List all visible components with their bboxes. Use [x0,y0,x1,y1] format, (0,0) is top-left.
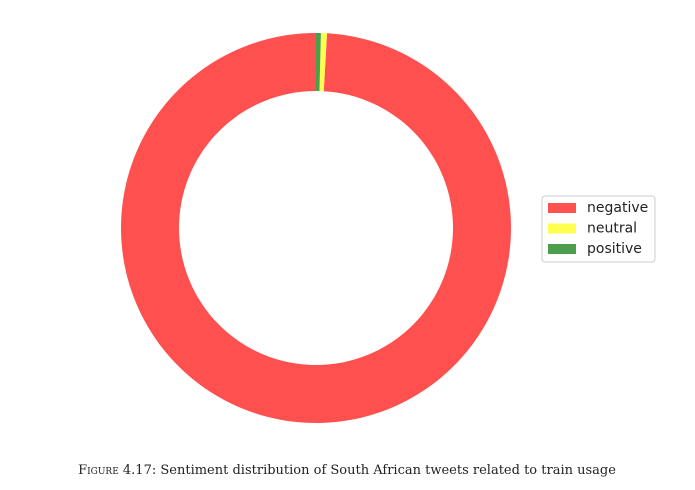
legend-label: negative [587,200,648,216]
legend-label: neutral [587,221,637,237]
donut-segment [319,33,328,92]
caption-label: Figure 4.17: [78,463,156,478]
donut-segment [120,33,511,423]
legend-swatch [548,223,576,234]
donut-segment [316,33,321,92]
caption-text: Sentiment distribution of South African … [160,463,616,478]
legend-swatch [548,203,576,213]
caption: Figure 4.17: Sentiment distribution of S… [78,463,616,478]
legend-label: positive [587,241,642,257]
legend-swatch [548,244,576,254]
